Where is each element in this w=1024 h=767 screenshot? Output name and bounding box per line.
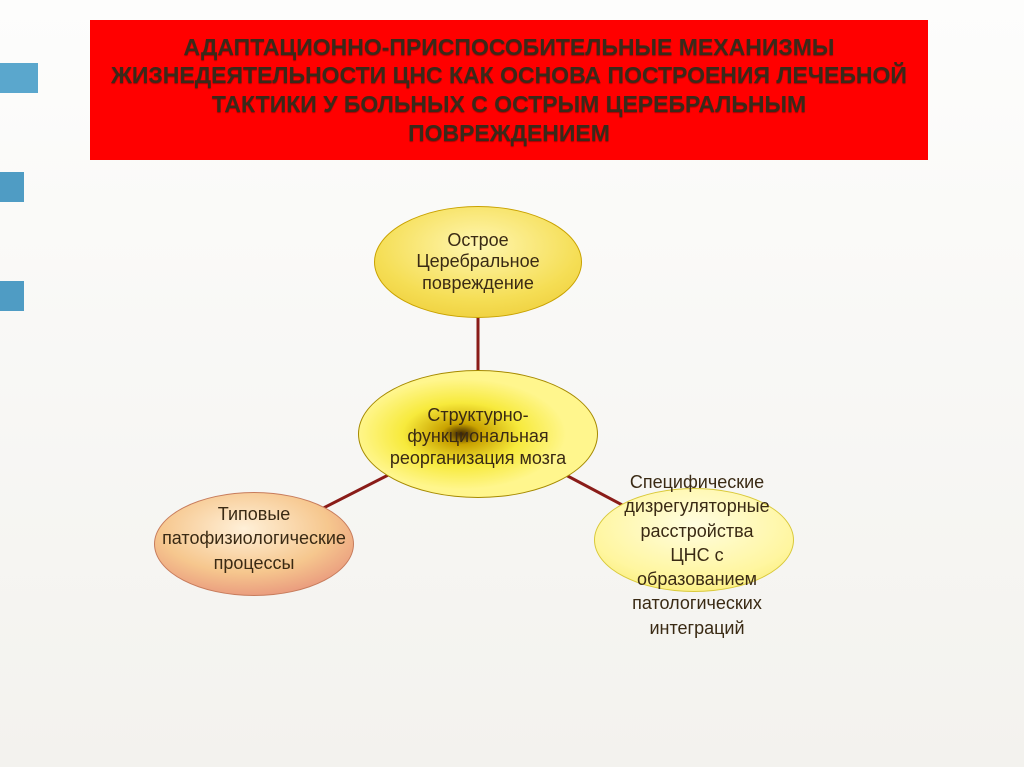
slide: АДАПТАЦИОННО-ПРИСПОСОБИТЕЛЬНЫЕ МЕХАНИЗМЫ… <box>0 0 1024 767</box>
label-left: Типовые патофизиологические процессы <box>120 502 388 575</box>
node-center: Структурно- функциональная реорганизация… <box>358 370 598 498</box>
node-top-text: Острое Церебральное повреждение <box>416 230 539 295</box>
label-right: Специфические дизрегуляторные расстройст… <box>592 470 802 640</box>
node-center-text: Структурно- функциональная реорганизация… <box>390 405 566 470</box>
side-tab-1 <box>0 63 38 93</box>
side-tab-3 <box>0 281 24 311</box>
title-text: АДАПТАЦИОННО-ПРИСПОСОБИТЕЛЬНЫЕ МЕХАНИЗМЫ… <box>110 33 908 148</box>
side-tab-2 <box>0 172 24 202</box>
title-band: АДАПТАЦИОННО-ПРИСПОСОБИТЕЛЬНЫЕ МЕХАНИЗМЫ… <box>90 20 928 160</box>
node-top: Острое Церебральное повреждение <box>374 206 582 318</box>
